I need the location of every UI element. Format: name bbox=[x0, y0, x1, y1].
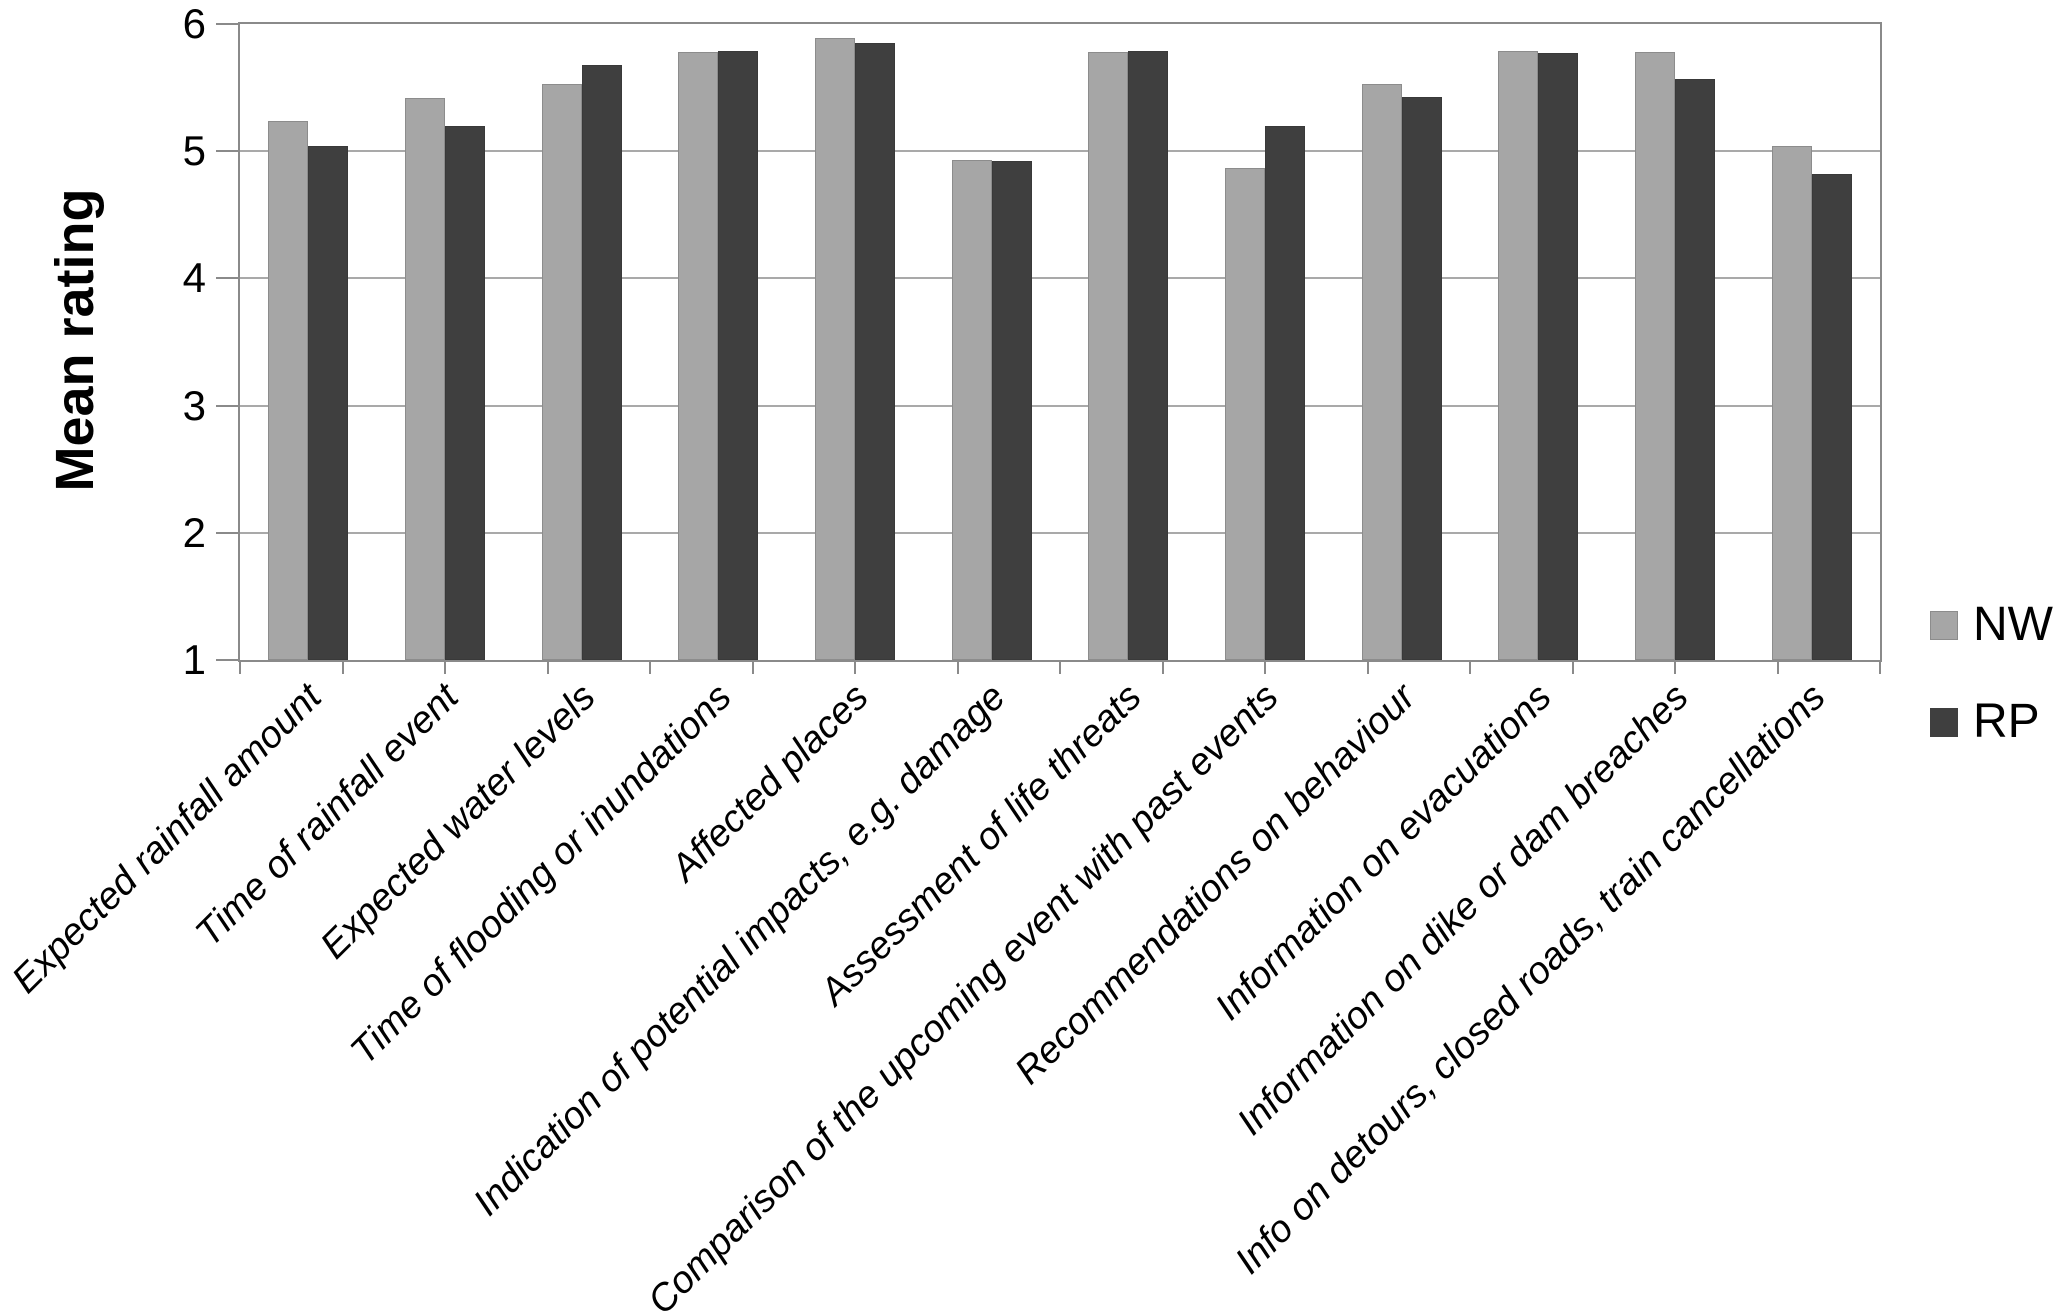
x-axis-tick bbox=[1776, 660, 1779, 674]
bar-rp bbox=[445, 125, 485, 660]
y-tick-label: 3 bbox=[182, 381, 206, 429]
bar-nw bbox=[1635, 51, 1675, 660]
legend-item: NW bbox=[1930, 601, 2053, 649]
bar-nw bbox=[1498, 50, 1539, 660]
bar-rp bbox=[718, 50, 759, 660]
x-category-label: Expected water levels bbox=[312, 676, 604, 968]
x-axis-tick bbox=[1469, 660, 1471, 674]
gridline bbox=[240, 150, 1880, 153]
y-tick-label: 1 bbox=[182, 636, 206, 683]
bar-rp bbox=[308, 146, 349, 660]
x-axis-tick bbox=[751, 660, 754, 674]
y-tick-label: 6 bbox=[182, 0, 206, 47]
bar-rp bbox=[1811, 174, 1852, 660]
x-axis-tick bbox=[444, 660, 446, 674]
legend-item: RP bbox=[1930, 698, 2053, 746]
legend-label: NW bbox=[1973, 598, 2053, 651]
x-axis-tick bbox=[1879, 660, 1881, 674]
y-axis-tick bbox=[216, 531, 240, 534]
bar-rp bbox=[1675, 78, 1715, 660]
x-axis-tick bbox=[239, 660, 241, 674]
plot-border bbox=[238, 22, 1882, 662]
gridline bbox=[240, 277, 1880, 280]
y-axis-title: Mean rating bbox=[45, 188, 105, 492]
bar-nw bbox=[1225, 167, 1265, 660]
legend-swatch-nw bbox=[1930, 610, 1958, 640]
y-axis-tick bbox=[216, 277, 240, 280]
x-axis-tick bbox=[341, 660, 344, 674]
gridline bbox=[240, 531, 1880, 534]
bar-nw bbox=[1361, 83, 1402, 660]
gridline bbox=[240, 404, 1880, 407]
x-axis-tick bbox=[854, 660, 856, 674]
y-tick-label: 4 bbox=[182, 254, 206, 302]
x-axis-tick bbox=[1366, 660, 1369, 674]
bar-rp bbox=[1265, 125, 1305, 660]
bar-nw bbox=[951, 160, 992, 660]
x-axis-tick bbox=[546, 660, 549, 674]
x-axis-tick bbox=[649, 660, 651, 674]
legend-label: RP bbox=[1973, 695, 2040, 748]
bar-nw bbox=[1088, 51, 1129, 660]
bar-rp bbox=[855, 43, 895, 660]
bar-nw bbox=[268, 120, 309, 660]
bar-rp bbox=[1401, 96, 1442, 660]
x-axis-tick bbox=[1571, 660, 1574, 674]
bar-rp bbox=[1538, 53, 1579, 660]
y-tick-label: 2 bbox=[182, 508, 206, 556]
x-axis-tick bbox=[1161, 660, 1164, 674]
bar-rp bbox=[1128, 50, 1169, 660]
x-axis-tick bbox=[956, 660, 959, 674]
bar-nw bbox=[1771, 146, 1812, 660]
bar-nw bbox=[815, 37, 855, 660]
y-axis-tick bbox=[216, 23, 240, 25]
y-axis-tick bbox=[216, 150, 240, 153]
x-axis-tick bbox=[1674, 660, 1676, 674]
legend: NW RP bbox=[1930, 601, 2053, 795]
bar-rp bbox=[991, 161, 1032, 660]
y-axis-tick bbox=[216, 659, 240, 661]
legend-swatch-rp bbox=[1930, 707, 1958, 737]
bar-rp bbox=[581, 64, 622, 660]
x-axis-tick bbox=[1059, 660, 1061, 674]
bar-nw bbox=[678, 51, 719, 660]
y-axis-tick bbox=[216, 404, 240, 407]
bar-nw bbox=[405, 97, 445, 660]
x-axis-tick bbox=[1264, 660, 1266, 674]
bar-nw bbox=[541, 83, 582, 660]
y-tick-label: 5 bbox=[182, 127, 206, 175]
